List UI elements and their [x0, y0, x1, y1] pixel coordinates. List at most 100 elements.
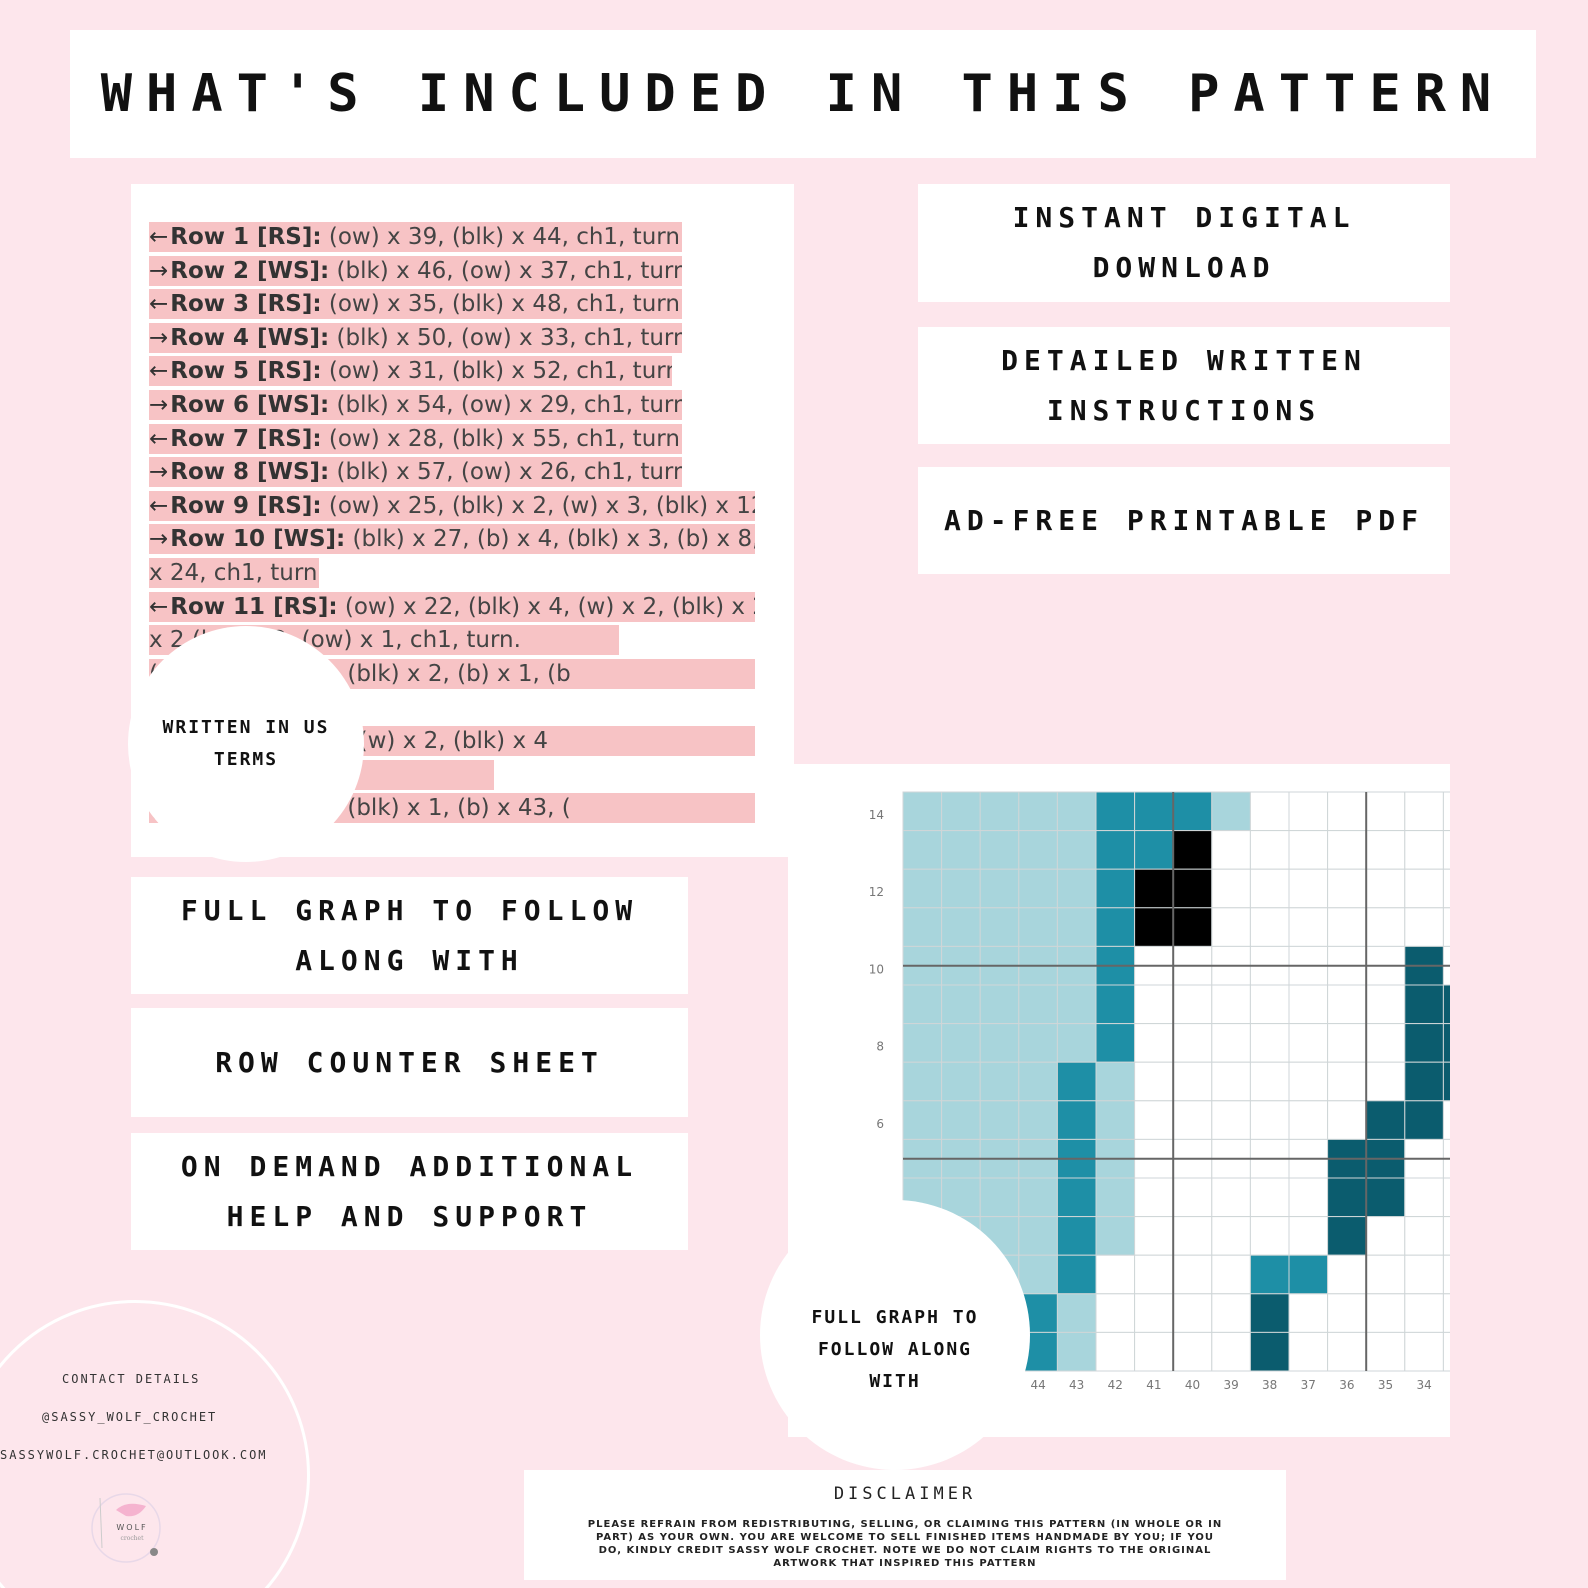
- graph-col-label: 41: [1146, 1378, 1161, 1392]
- graph-cell: [1056, 830, 1097, 870]
- graph-cell: [1249, 1216, 1290, 1256]
- graph-preview: 14 12 10 8 6 44 43 42 41 40 39 38 37 36 35 34: [788, 764, 1450, 1437]
- graph-cell: [1172, 1061, 1213, 1102]
- graph-cell: [1056, 1023, 1097, 1063]
- graph-row-label: 6: [876, 1117, 884, 1131]
- graph-cell: [1365, 1100, 1406, 1140]
- arrow-right-icon: →: [149, 257, 169, 284]
- arrow-left-icon: ←: [149, 425, 169, 452]
- graph-cell: [902, 984, 943, 1025]
- arrow-left-icon: ←: [149, 224, 169, 250]
- graph-cell: [1134, 1061, 1174, 1102]
- graph-cell: [1018, 907, 1058, 947]
- graph-cell: [1018, 1177, 1058, 1218]
- graph-cell: [1288, 791, 1329, 832]
- contact-email[interactable]: SASSYWOLF.CROCHET@OUTLOOK.COM: [0, 1448, 268, 1462]
- feature-printable-pdf-label: AD-FREE PRINTABLE PDF: [943, 503, 1424, 537]
- written-row-text: (blk) x 57, (ow) x 26, ch1, turn.: [329, 459, 682, 486]
- contact-instagram[interactable]: @SASSY_WOLF_CROCHET: [42, 1410, 218, 1424]
- graph-cell: [1404, 1061, 1444, 1102]
- graph-cell: [979, 1177, 1020, 1218]
- graph-row-label: 8: [876, 1040, 884, 1054]
- graph-cell: [1442, 830, 1450, 870]
- graph-cell: [1056, 984, 1097, 1025]
- written-row: ←Row 9 [RS]: (ow) x 25, (blk) x 2, (w) x…: [149, 490, 755, 521]
- graph-cell: [1095, 907, 1136, 947]
- written-row-text: (ow) x 28, (blk) x 55, ch1, turn.: [321, 425, 682, 452]
- graph-cell: [1095, 1293, 1136, 1333]
- written-row-label: Row 7 [RS]:: [170, 425, 322, 452]
- graph-cell: [1134, 868, 1174, 909]
- graph-cell: [1056, 1254, 1097, 1295]
- written-row-text: (ow) x 39, (blk) x 44, ch1, turn.: [321, 224, 682, 250]
- graph-cell: [1442, 791, 1450, 832]
- graph-cell: [1249, 984, 1290, 1025]
- graph-cell: [1327, 907, 1367, 947]
- graph-cell: [979, 1023, 1020, 1063]
- feature-support: ON DEMAND ADDITIONAL HELP AND SUPPORT: [131, 1133, 688, 1250]
- graph-cell: [941, 1061, 981, 1102]
- graph-cell: [1365, 1254, 1406, 1295]
- graph-cell: [1211, 984, 1251, 1025]
- graph-cell: [1249, 1293, 1290, 1333]
- logo-subtext: crochet: [120, 1535, 144, 1542]
- graph-cell: [1018, 1100, 1058, 1140]
- graph-cell: [1365, 907, 1406, 947]
- graph-cell: [902, 868, 943, 909]
- graph-cell: [1134, 830, 1174, 870]
- feature-row-counter: ROW COUNTER SHEET: [131, 1008, 688, 1117]
- graph-cell: [1056, 1293, 1097, 1333]
- graph-bubble: FULL GRAPH TO FOLLOW ALONG WITH: [760, 1200, 1030, 1470]
- pattern-graph: 14 12 10 8 6 44 43 42 41 40 39 38 37 36 35 34: [869, 791, 1450, 1392]
- written-row: ←Row 7 [RS]: (ow) x 28, (blk) x 55, ch1,…: [149, 423, 682, 454]
- graph-cell: [979, 830, 1020, 870]
- graph-cell: [1288, 1331, 1329, 1372]
- arrow-right-icon: →: [149, 324, 169, 351]
- arrow-left-icon: ←: [149, 358, 169, 385]
- written-row: →Row 6 [WS]: (blk) x 54, (ow) x 29, ch1,…: [149, 390, 682, 420]
- graph-cell: [1172, 868, 1213, 909]
- graph-cell: [979, 984, 1020, 1025]
- written-row: ←Row 5 [RS]: (ow) x 31, (blk) x 52, ch1,…: [149, 356, 672, 387]
- graph-cell: [1442, 1061, 1450, 1102]
- graph-cell: [902, 791, 943, 832]
- graph-cell: [1249, 907, 1290, 947]
- graph-cell: [1327, 984, 1367, 1025]
- graph-cell: [1365, 791, 1406, 832]
- graph-cell: [1134, 1254, 1174, 1295]
- graph-cell: [1172, 1216, 1213, 1256]
- graph-cell: [1327, 1100, 1367, 1140]
- graph-cell: [1249, 1100, 1290, 1140]
- disclaimer-card: DISCLAIMER PLEASE REFRAIN FROM REDISTRIB…: [524, 1470, 1286, 1580]
- graph-col-label: 40: [1185, 1378, 1200, 1392]
- graph-cell: [1018, 1216, 1058, 1256]
- graph-cell: [1327, 1254, 1367, 1295]
- graph-cell: [1442, 1177, 1450, 1218]
- feature-printable-pdf: AD-FREE PRINTABLE PDF: [918, 467, 1450, 574]
- graph-cell: [1211, 830, 1251, 870]
- graph-cell: [1442, 1254, 1450, 1295]
- graph-cell: [1134, 907, 1174, 947]
- graph-cell: [1172, 984, 1213, 1025]
- graph-cell: [979, 1100, 1020, 1140]
- written-terms-bubble: WRITTEN IN US TERMS: [128, 626, 364, 862]
- written-row-label: Row 10 [WS]:: [170, 526, 346, 553]
- written-row-text: (blk) x 54, (ow) x 29, ch1, turn.: [329, 392, 682, 418]
- graph-cell: [1365, 1177, 1406, 1218]
- graph-cell: [1095, 791, 1136, 832]
- graph-cell: [1211, 1331, 1251, 1372]
- graph-cell: [979, 868, 1020, 909]
- graph-cell: [1095, 1177, 1136, 1218]
- graph-cell: [1211, 1177, 1251, 1218]
- graph-col-label: 38: [1262, 1378, 1277, 1392]
- graph-cell: [941, 830, 981, 870]
- graph-cell: [1404, 1254, 1444, 1295]
- graph-cell: [1172, 1293, 1213, 1333]
- graph-cell: [902, 1100, 943, 1140]
- graph-cell: [1249, 830, 1290, 870]
- graph-cell: [1095, 1331, 1136, 1372]
- graph-col-label: 44: [1030, 1378, 1045, 1392]
- graph-cell: [1211, 1061, 1251, 1102]
- arrow-right-icon: →: [149, 526, 169, 553]
- graph-cell: [1172, 1177, 1213, 1218]
